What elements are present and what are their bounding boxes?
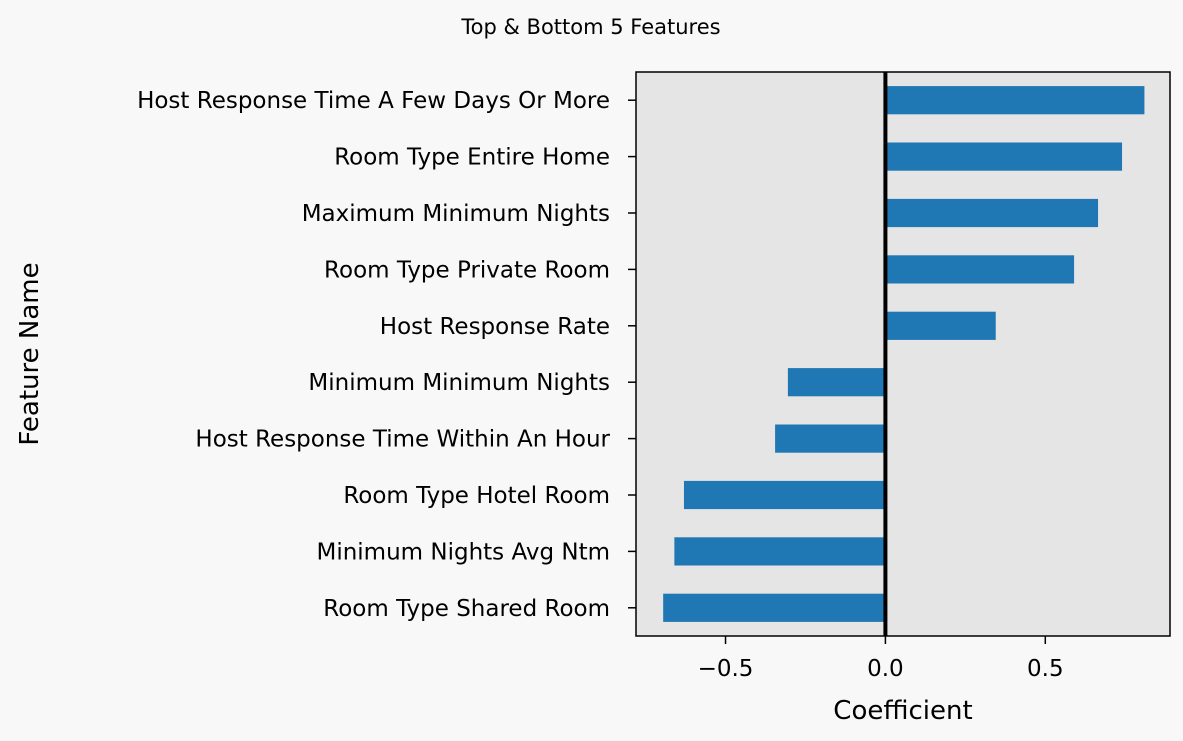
bar-2 (885, 198, 1099, 228)
x-tick-label: 0.0 (867, 656, 904, 682)
y-tick-label: Room Type Hotel Room (343, 483, 610, 509)
bar-1 (885, 142, 1123, 171)
bar-6 (775, 424, 886, 453)
bar-8 (674, 537, 886, 566)
y-tick-label: Room Type Shared Room (323, 596, 610, 622)
bar-4 (885, 311, 996, 340)
y-tick-label: Host Response Rate (380, 314, 610, 340)
y-tick-label: Host Response Time Within An Hour (195, 427, 610, 453)
y-tick-label: Maximum Minimum Nights (302, 201, 610, 227)
y-tick-label: Host Response Time A Few Days Or More (137, 88, 610, 114)
x-tick-label: 0.5 (1027, 656, 1064, 682)
x-tick-label: −0.5 (698, 656, 754, 682)
bar-7 (683, 480, 886, 510)
y-tick-label: Minimum Minimum Nights (308, 370, 610, 396)
bars-group (663, 86, 1145, 622)
y-axis-label: Feature Name (15, 262, 45, 445)
bar-9 (663, 593, 886, 622)
chart-title: Top & Bottom 5 Features (460, 15, 720, 39)
y-tick-label: Minimum Nights Avg Ntm (316, 539, 610, 565)
bar-0 (885, 86, 1145, 115)
bar-3 (885, 255, 1075, 284)
y-tick-label: Room Type Entire Home (334, 145, 610, 171)
plot-frame (635, 71, 1171, 637)
x-axis-label: Coefficient (833, 696, 972, 726)
y-axis-ticks: Host Response Time A Few Days Or More Roo… (137, 88, 636, 622)
y-tick-label: Room Type Private Room (324, 257, 610, 283)
bar-5 (787, 368, 886, 397)
x-axis-ticks: −0.5 0.0 0.5 (698, 636, 1064, 682)
